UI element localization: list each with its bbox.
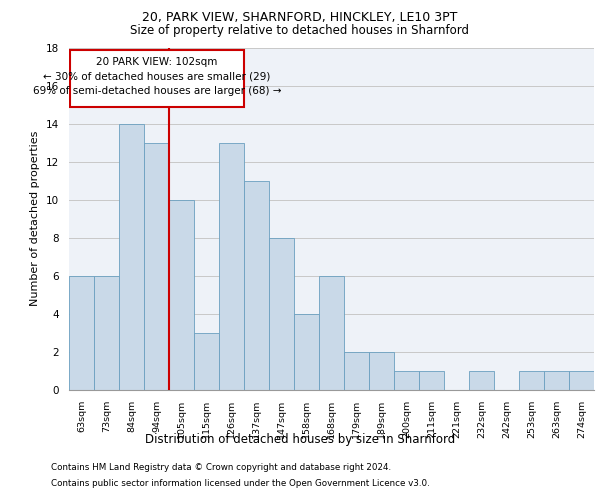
Text: 20 PARK VIEW: 102sqm: 20 PARK VIEW: 102sqm bbox=[97, 57, 218, 67]
FancyBboxPatch shape bbox=[70, 50, 244, 108]
Bar bbox=[269, 238, 294, 390]
Bar bbox=[294, 314, 319, 390]
Text: ← 30% of detached houses are smaller (29): ← 30% of detached houses are smaller (29… bbox=[43, 72, 271, 82]
Text: Contains HM Land Registry data © Crown copyright and database right 2024.: Contains HM Land Registry data © Crown c… bbox=[51, 464, 391, 472]
Bar bbox=[219, 142, 244, 390]
Bar bbox=[144, 142, 169, 390]
Text: 69% of semi-detached houses are larger (68) →: 69% of semi-detached houses are larger (… bbox=[33, 86, 281, 96]
Bar bbox=[244, 180, 269, 390]
Bar bbox=[169, 200, 194, 390]
Bar bbox=[519, 371, 544, 390]
Bar bbox=[419, 371, 444, 390]
Bar bbox=[469, 371, 494, 390]
Bar bbox=[544, 371, 569, 390]
Text: Contains public sector information licensed under the Open Government Licence v3: Contains public sector information licen… bbox=[51, 478, 430, 488]
Bar bbox=[69, 276, 94, 390]
Text: 20, PARK VIEW, SHARNFORD, HINCKLEY, LE10 3PT: 20, PARK VIEW, SHARNFORD, HINCKLEY, LE10… bbox=[142, 11, 458, 24]
Bar bbox=[344, 352, 369, 390]
Y-axis label: Number of detached properties: Number of detached properties bbox=[31, 131, 40, 306]
Bar bbox=[94, 276, 119, 390]
Bar bbox=[369, 352, 394, 390]
Text: Distribution of detached houses by size in Sharnford: Distribution of detached houses by size … bbox=[145, 432, 455, 446]
Bar bbox=[119, 124, 144, 390]
Bar bbox=[319, 276, 344, 390]
Bar bbox=[194, 333, 219, 390]
Bar bbox=[394, 371, 419, 390]
Bar bbox=[569, 371, 594, 390]
Text: Size of property relative to detached houses in Sharnford: Size of property relative to detached ho… bbox=[131, 24, 470, 37]
